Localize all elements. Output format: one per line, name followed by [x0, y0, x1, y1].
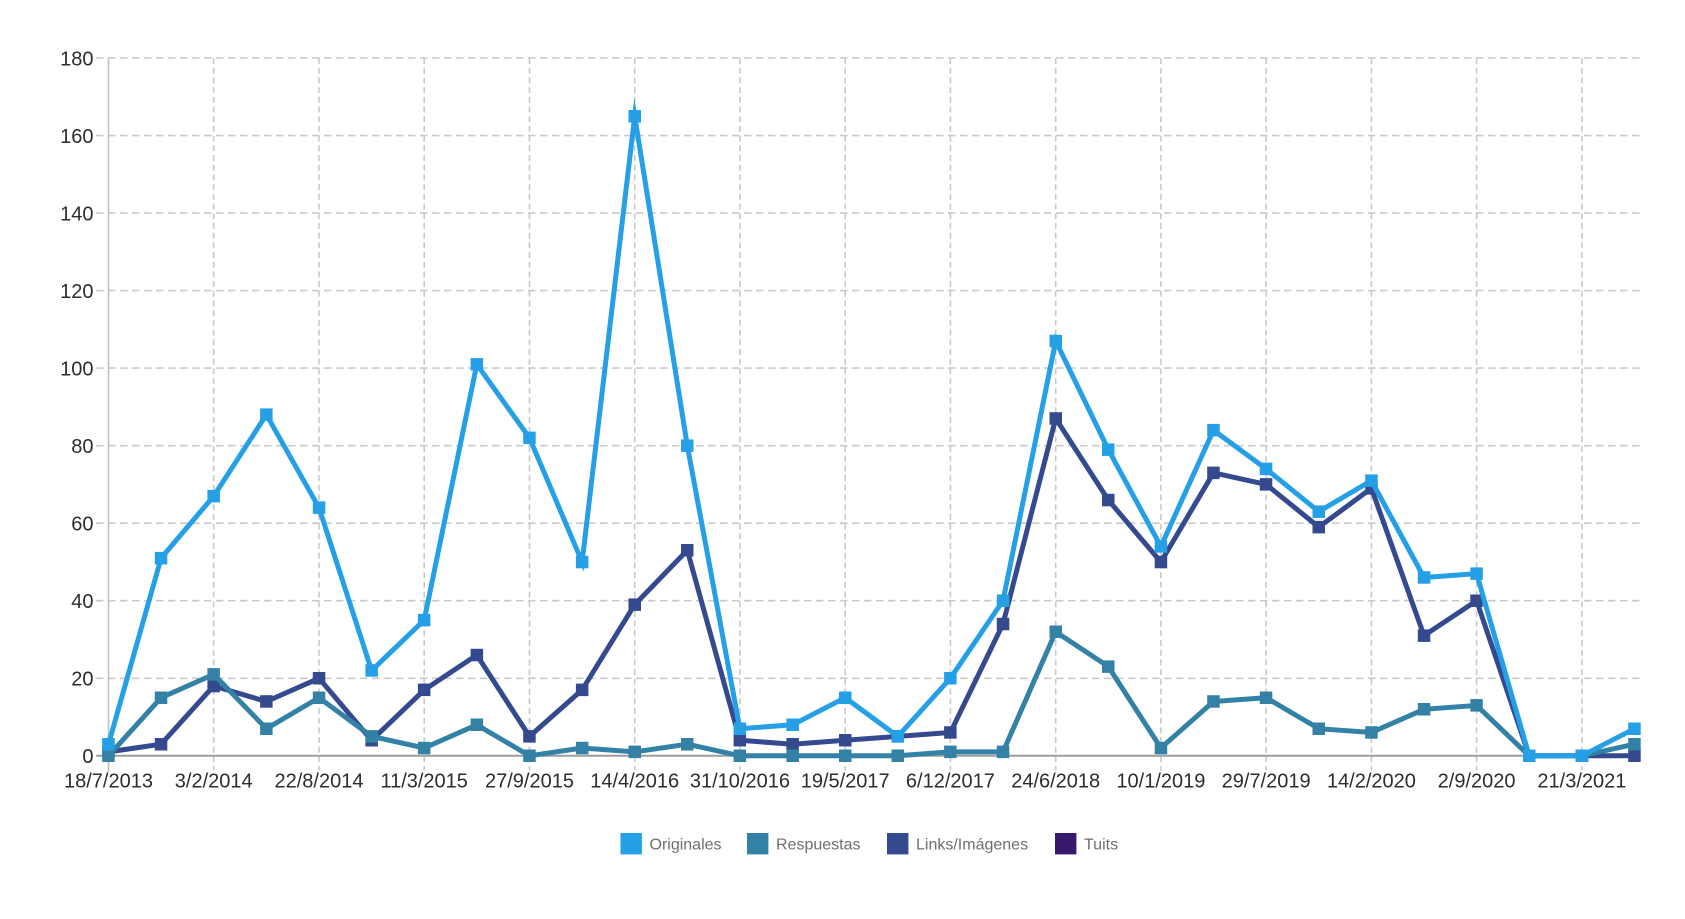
svg-text:22/8/2014: 22/8/2014 — [275, 771, 364, 793]
svg-text:120: 120 — [60, 281, 93, 303]
svg-text:0: 0 — [82, 746, 93, 768]
svg-text:19/5/2017: 19/5/2017 — [801, 771, 890, 793]
svg-text:14/4/2016: 14/4/2016 — [590, 771, 679, 793]
svg-text:6/12/2017: 6/12/2017 — [906, 771, 995, 793]
svg-text:140: 140 — [60, 203, 93, 225]
svg-text:Links/Imágenes: Links/Imágenes — [916, 837, 1028, 854]
svg-text:Originales: Originales — [650, 837, 722, 854]
svg-text:80: 80 — [71, 436, 93, 458]
svg-text:18/7/2013: 18/7/2013 — [64, 771, 153, 793]
svg-text:Respuestas: Respuestas — [776, 837, 861, 854]
svg-text:10/1/2019: 10/1/2019 — [1116, 771, 1205, 793]
svg-text:21/3/2021: 21/3/2021 — [1537, 771, 1626, 793]
svg-text:29/7/2019: 29/7/2019 — [1222, 771, 1311, 793]
svg-text:3/2/2014: 3/2/2014 — [175, 771, 253, 793]
svg-text:31/10/2016: 31/10/2016 — [690, 771, 790, 793]
svg-text:14/2/2020: 14/2/2020 — [1327, 771, 1416, 793]
svg-text:100: 100 — [60, 358, 93, 380]
svg-text:40: 40 — [71, 591, 93, 613]
svg-text:Tuits: Tuits — [1084, 837, 1118, 854]
svg-text:180: 180 — [60, 48, 93, 70]
svg-text:20: 20 — [71, 669, 93, 691]
svg-text:160: 160 — [60, 126, 93, 148]
svg-text:60: 60 — [71, 514, 93, 536]
svg-text:24/6/2018: 24/6/2018 — [1011, 771, 1100, 793]
svg-text:11/3/2015: 11/3/2015 — [380, 771, 468, 793]
svg-text:2/9/2020: 2/9/2020 — [1438, 771, 1516, 793]
svg-text:27/9/2015: 27/9/2015 — [485, 771, 574, 793]
